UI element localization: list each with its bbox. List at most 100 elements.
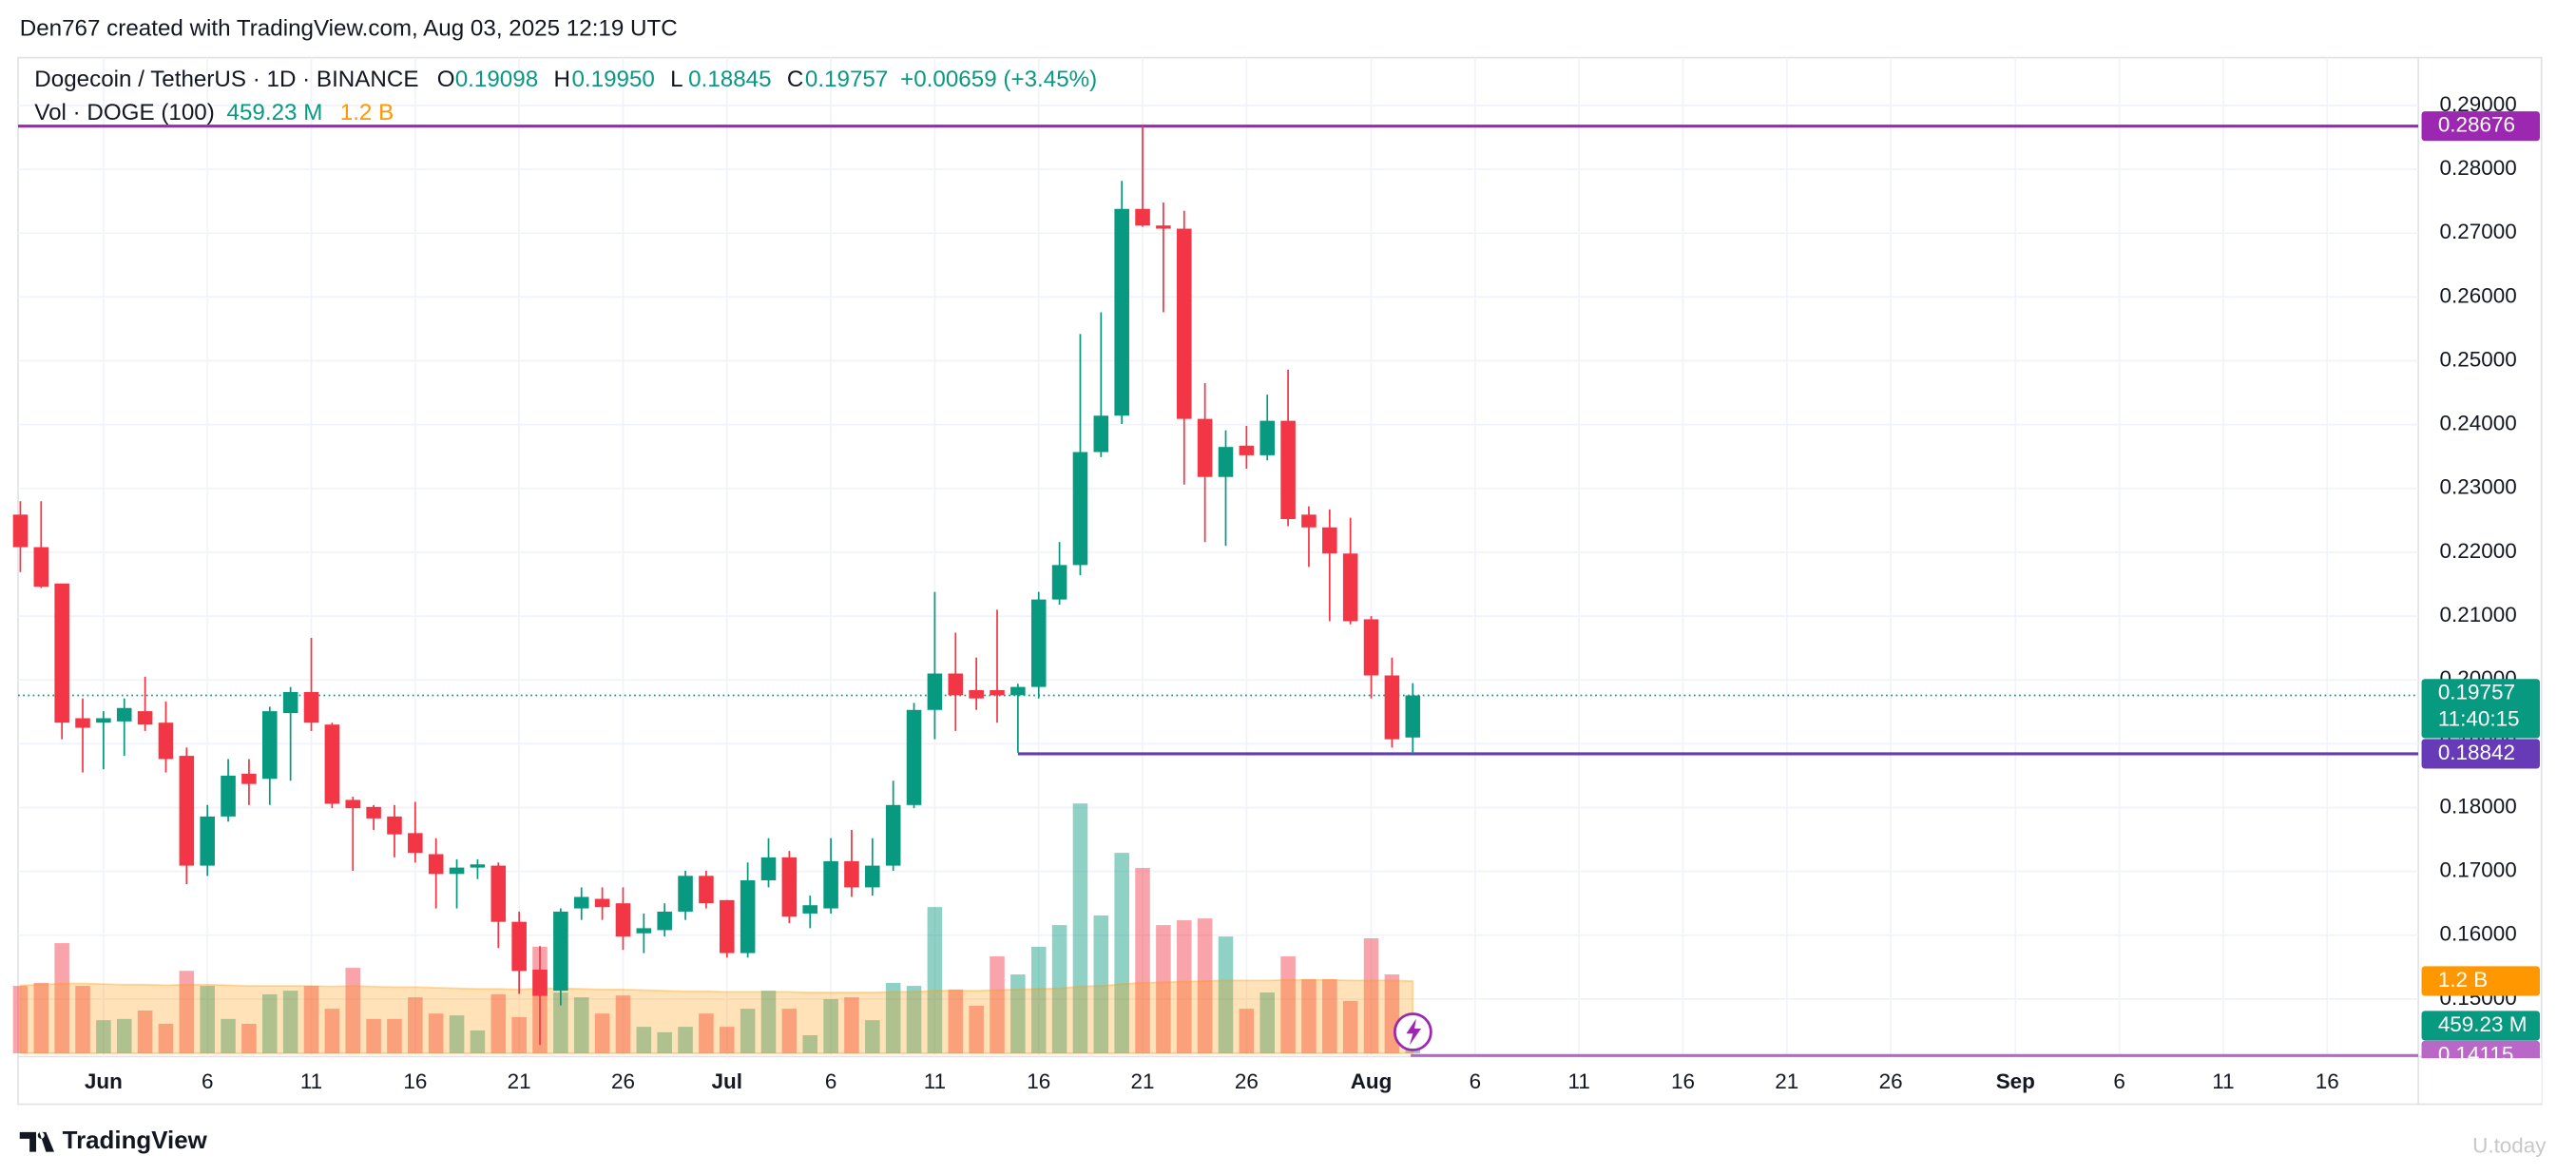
volume-bar xyxy=(781,1009,798,1053)
candle-body xyxy=(116,707,132,722)
volume-bar xyxy=(927,907,943,1053)
volume-ma-label-text: 1.2 B xyxy=(2438,968,2488,992)
legend-key: C xyxy=(787,67,803,92)
volume-bar xyxy=(179,971,195,1053)
x-tick-label: 21 xyxy=(1131,1069,1155,1093)
candle-body xyxy=(345,799,361,809)
x-tick-label: 16 xyxy=(403,1069,427,1093)
x-tick-label: 11 xyxy=(924,1069,946,1093)
candle-body xyxy=(1322,527,1337,554)
candle-body xyxy=(324,724,340,804)
candle-body xyxy=(1280,420,1296,520)
replay-icon[interactable] xyxy=(1393,1012,1432,1051)
symbol: Dogecoin / TetherUS · 1D · BINANCE xyxy=(34,67,418,92)
volume-bar xyxy=(54,943,69,1053)
candle-body xyxy=(1259,420,1276,455)
x-tick-label: 21 xyxy=(508,1069,531,1093)
candle-body xyxy=(885,804,901,866)
volume-bar xyxy=(345,968,361,1053)
candle-body xyxy=(262,711,278,780)
volume-bar xyxy=(200,986,215,1053)
brand: TradingView U.today xyxy=(19,1127,2547,1157)
legend-value: 0.19757 xyxy=(805,67,888,92)
volume-bar xyxy=(906,986,922,1053)
volume-bar xyxy=(1342,1000,1358,1053)
volume-bar xyxy=(1135,867,1150,1053)
x-tick-label: Aug xyxy=(1351,1069,1393,1093)
legend: Dogecoin / TetherUS · 1D · BINANCE +0.00… xyxy=(34,67,1097,125)
y-tick-label: 0.17000 xyxy=(2440,858,2517,882)
legend-value: 0.18845 xyxy=(688,67,771,92)
volume-pane xyxy=(12,803,1421,1054)
candle-body xyxy=(636,928,652,934)
volume-bar xyxy=(1072,803,1088,1053)
volume-bar xyxy=(636,1027,652,1053)
candle-body xyxy=(75,718,90,728)
volume-bar xyxy=(948,989,964,1053)
candle-body xyxy=(844,860,859,888)
candle-body xyxy=(221,775,236,817)
candle-body xyxy=(594,898,610,908)
volume-bar xyxy=(1176,920,1192,1053)
volume-bar xyxy=(303,986,319,1053)
candle-body xyxy=(1114,208,1129,416)
candle-body xyxy=(449,867,465,875)
volume-bar xyxy=(449,1015,465,1053)
volume-ma-label-box xyxy=(2421,966,2540,996)
volume-bar xyxy=(740,1009,756,1053)
candle-body xyxy=(282,691,298,714)
x-tick-label: Jul xyxy=(712,1069,742,1093)
volume-bar xyxy=(573,997,589,1053)
candle-body xyxy=(1363,619,1379,676)
volume-bar xyxy=(594,1013,610,1053)
candle-body xyxy=(1093,415,1109,453)
x-tick-label: 26 xyxy=(1235,1069,1259,1093)
volume-bar xyxy=(158,1023,174,1053)
level-label-text: 0.18842 xyxy=(2438,741,2515,764)
volume-bar xyxy=(1363,938,1379,1053)
y-tick-label: 0.16000 xyxy=(2440,922,2517,946)
x-tick-label: 21 xyxy=(1775,1069,1798,1093)
volume-bar xyxy=(428,1013,444,1053)
candle-body xyxy=(802,905,818,914)
candle-body xyxy=(96,718,111,723)
candle-body xyxy=(1342,553,1358,622)
volume-bar xyxy=(657,1031,672,1053)
volume-bar xyxy=(324,1009,340,1053)
candles xyxy=(12,125,1421,1046)
volume-bar xyxy=(470,1030,486,1053)
volume-bar xyxy=(282,991,298,1053)
volume-bar xyxy=(720,1027,735,1053)
axis-mask xyxy=(2419,1058,2542,1103)
volume-bar xyxy=(33,982,49,1053)
volume-bar xyxy=(1051,925,1067,1053)
x-tick-label: 16 xyxy=(1671,1069,1695,1093)
x-tick-label: 26 xyxy=(1879,1069,1903,1093)
axes: 0.150000.160000.170000.180000.190000.200… xyxy=(85,92,2542,1103)
volume-bar xyxy=(490,993,507,1053)
candle-body xyxy=(1072,452,1088,566)
candle-body xyxy=(490,865,507,922)
candle-body xyxy=(1156,225,1171,229)
candle-body xyxy=(823,860,838,909)
legend-value: 0.19950 xyxy=(571,67,654,92)
candle-body xyxy=(720,899,735,953)
volume-bar xyxy=(262,993,278,1053)
candle-body xyxy=(408,833,423,854)
last-price-text: 0.19757 xyxy=(2438,681,2515,704)
volume-bar xyxy=(699,1013,714,1053)
volume-bar xyxy=(137,1011,153,1053)
candle-body xyxy=(906,709,922,805)
legend-value: 0.19098 xyxy=(455,67,538,92)
volume-bar xyxy=(1030,946,1047,1053)
volume-label-text: 459.23 M xyxy=(2438,1012,2528,1036)
x-tick-label: 11 xyxy=(300,1069,322,1093)
y-tick-label: 0.21000 xyxy=(2440,603,2517,626)
candle-body xyxy=(760,857,777,881)
candle-body xyxy=(54,583,69,723)
volume-bar xyxy=(615,995,631,1053)
candle-body xyxy=(865,865,880,888)
volume-bar xyxy=(96,1020,111,1053)
candle-body xyxy=(12,514,29,548)
